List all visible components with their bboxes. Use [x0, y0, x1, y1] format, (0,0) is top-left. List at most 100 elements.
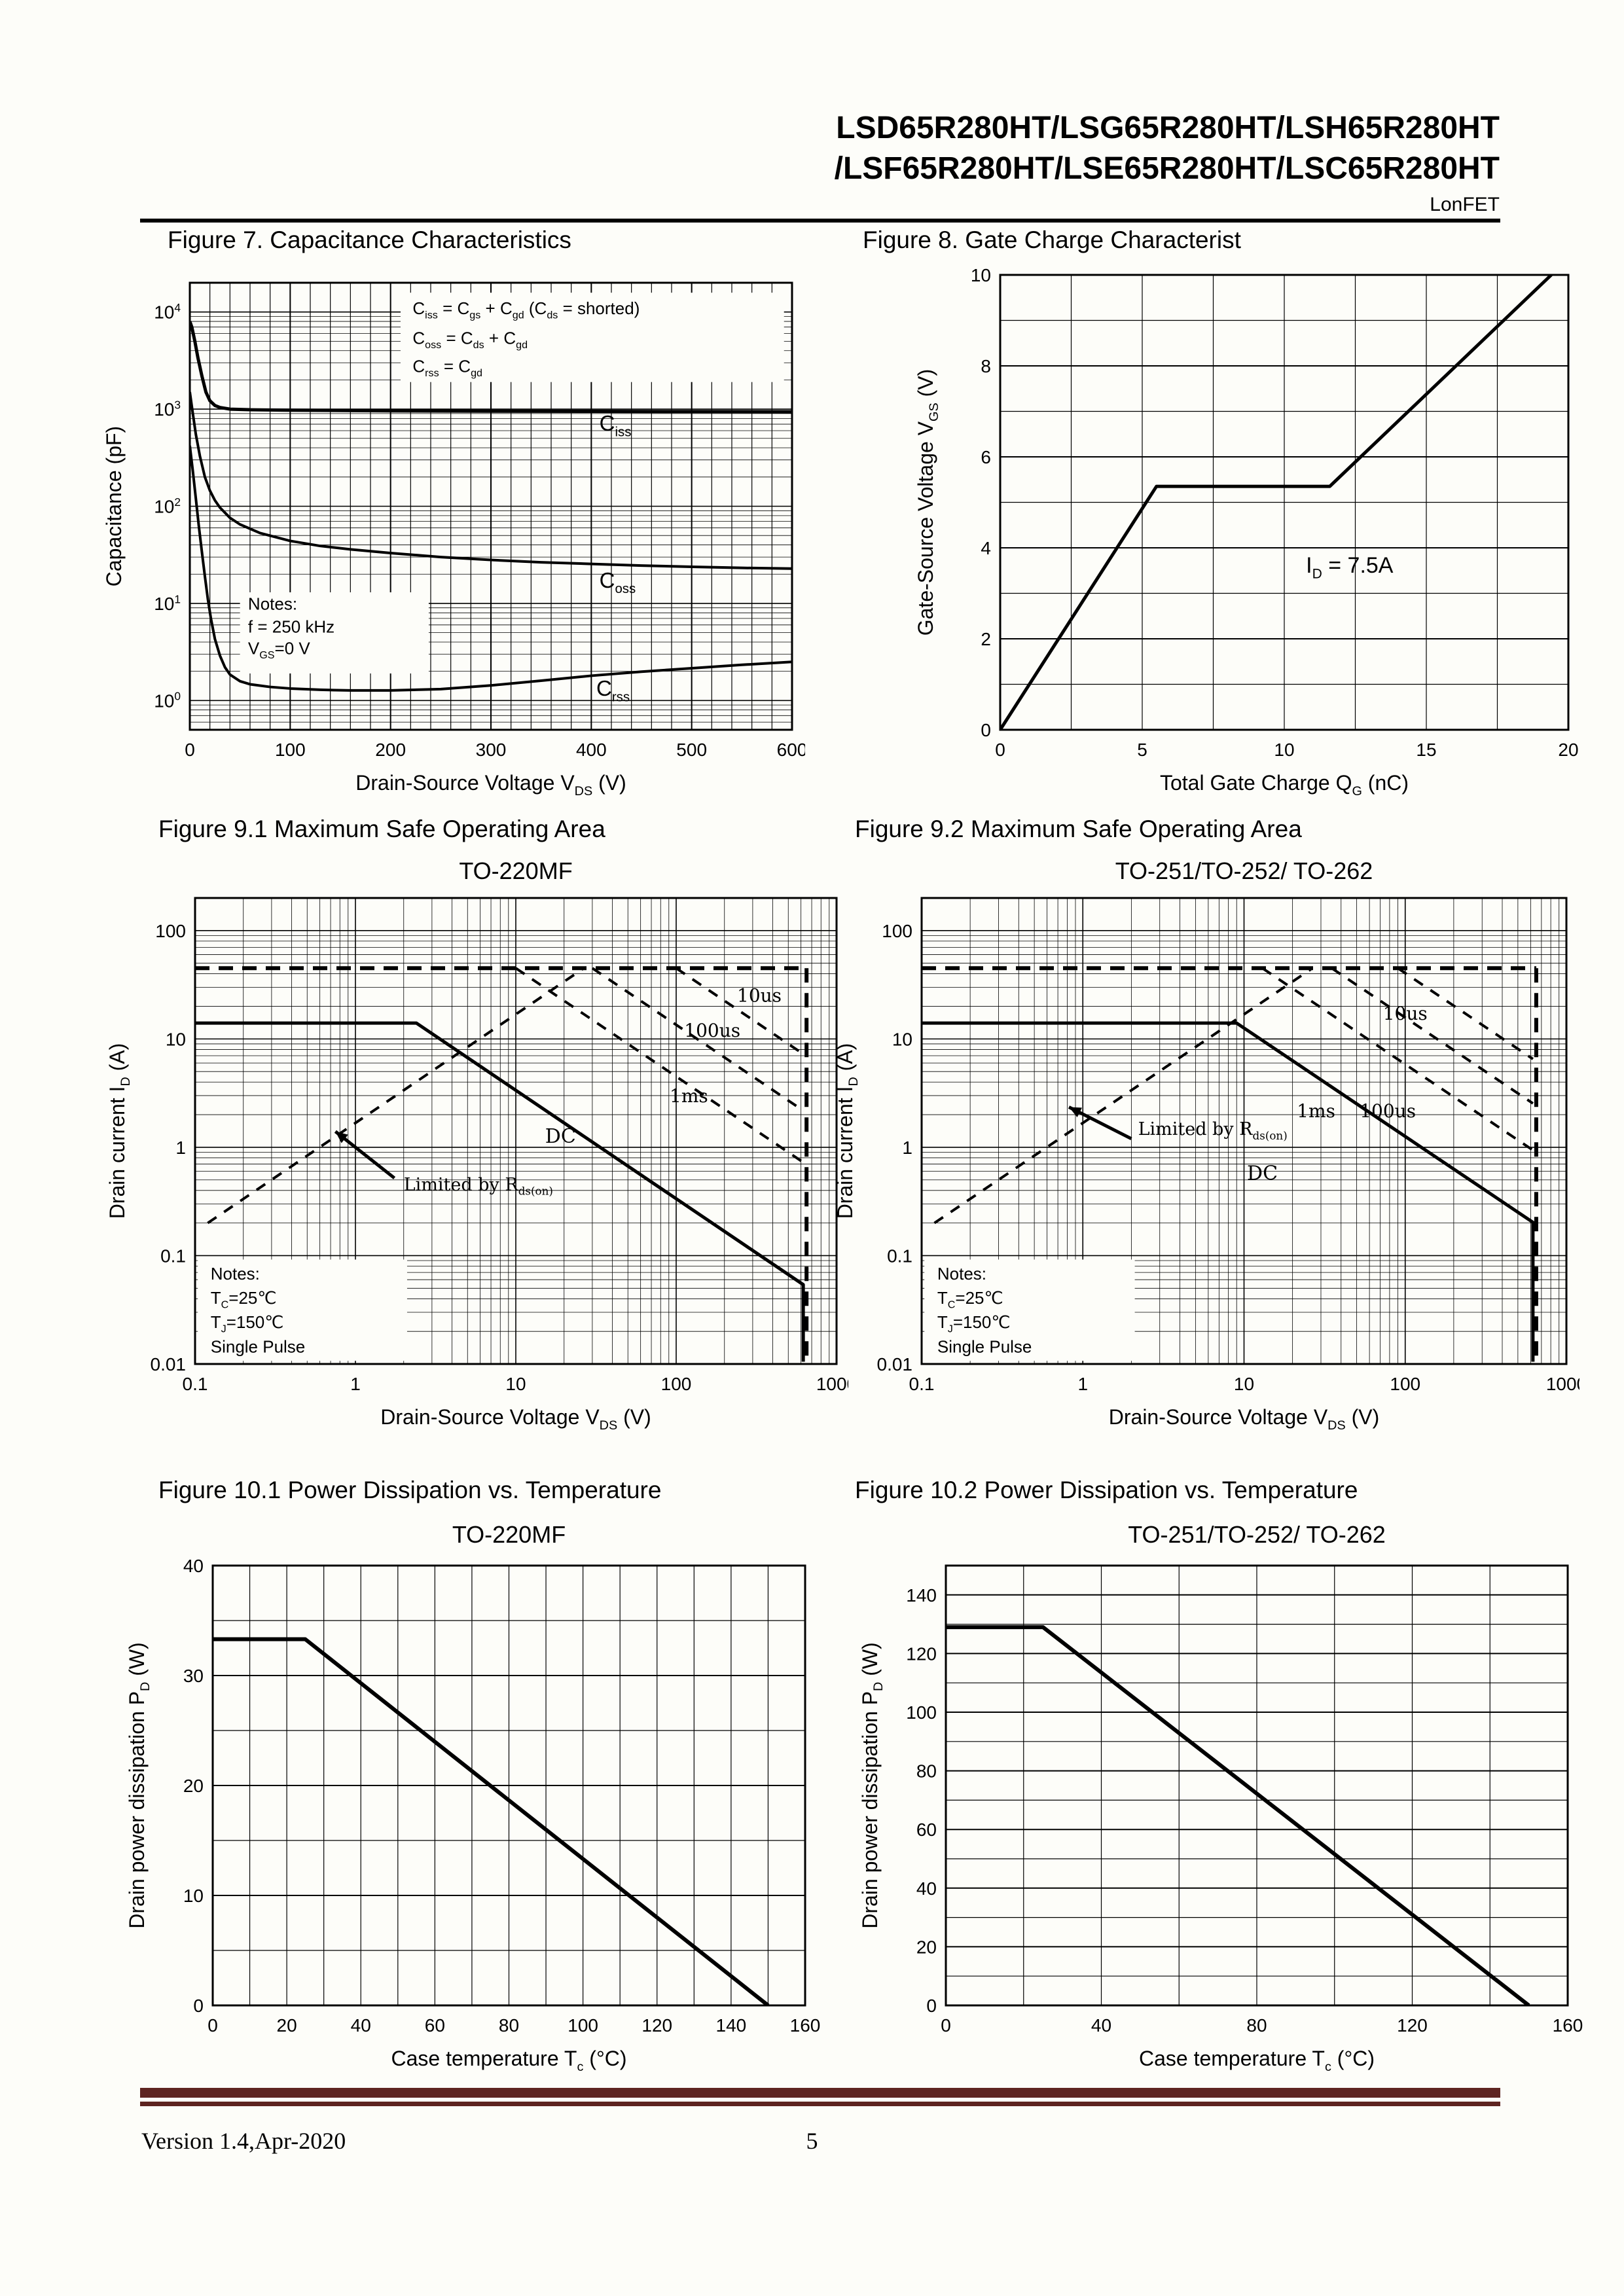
svg-text:10: 10 [971, 267, 991, 285]
svg-text:80: 80 [916, 1761, 937, 1782]
part-numbers-line2: /LSF65R280HT/LSE65R280HT/LSC65R280HT [834, 151, 1500, 186]
gate-charge-chart: ID = 7.5A 0 5 10 15 20 0 2 4 6 8 10 Total Gate Charg… [914, 267, 1579, 798]
svg-text:VGS=0 V: VGS=0 V [248, 639, 310, 662]
svg-text:1ms: 1ms [1297, 1100, 1335, 1122]
svg-text:Drain power dissipation PD (W): Drain power dissipation PD (W) [125, 1642, 153, 1929]
svg-text:1000: 1000 [816, 1374, 848, 1394]
svg-text:10us: 10us [737, 985, 782, 1007]
footer-bar-thick [140, 2088, 1500, 2098]
power-dissipation-to251-chart: 0 40 80 120 160 0 20 40 60 80 100 120 140 Case temper… [858, 1564, 1583, 2074]
svg-text:120: 120 [1397, 2015, 1428, 2036]
power-dissipation-to220mf-chart: 0 20 40 60 80 100 120 140 160 0 10 20 30 40 Case tempe… [125, 1558, 820, 2074]
svg-text:Limited by Rds(on): Limited by Rds(on) [1138, 1119, 1288, 1142]
svg-text:0.1: 0.1 [887, 1246, 912, 1266]
figure9-1-title: Figure 9.1 Maximum Safe Operating Area [158, 816, 605, 842]
svg-text:10us: 10us [1383, 1003, 1428, 1024]
svg-text:0.01: 0.01 [877, 1354, 913, 1374]
svg-text:600: 600 [777, 740, 805, 760]
svg-text:Limited by Rds(on): Limited by Rds(on) [404, 1175, 553, 1198]
svg-text:10: 10 [1234, 1374, 1254, 1394]
brand-name: LonFET [1430, 194, 1500, 215]
svg-text:10: 10 [166, 1029, 186, 1049]
svg-text:TJ=150℃: TJ=150℃ [937, 1312, 1011, 1335]
svg-text:20: 20 [1558, 740, 1578, 760]
svg-text:10: 10 [1274, 740, 1294, 760]
svg-text:200: 200 [375, 740, 406, 760]
svg-text:400: 400 [576, 740, 607, 760]
svg-text:Drain current ID (A): Drain current ID (A) [105, 1043, 133, 1219]
svg-text:104: 104 [154, 301, 181, 323]
svg-text:0.1: 0.1 [909, 1374, 935, 1394]
svg-text:10: 10 [892, 1029, 912, 1049]
svg-text:100: 100 [275, 740, 306, 760]
svg-text:TJ=150℃: TJ=150℃ [211, 1312, 284, 1335]
svg-text:Drain power dissipation PD (W): Drain power dissipation PD (W) [858, 1642, 886, 1929]
svg-text:0: 0 [981, 720, 991, 740]
svg-text:100: 100 [1390, 1374, 1420, 1394]
footer-bar-thin [140, 2102, 1500, 2106]
svg-text:1: 1 [175, 1138, 186, 1158]
svg-text:Crss = Cgd: Crss = Cgd [412, 357, 482, 380]
svg-text:Single Pulse: Single Pulse [937, 1336, 1032, 1356]
svg-text:100: 100 [155, 921, 186, 941]
svg-text:5: 5 [1137, 740, 1147, 760]
svg-text:500: 500 [676, 740, 707, 760]
svg-text:1000: 1000 [1546, 1374, 1579, 1394]
svg-text:0: 0 [941, 2015, 951, 2036]
svg-text:160: 160 [1553, 2015, 1583, 2036]
figure8-title: Figure 8. Gate Charge Characterist [863, 226, 1241, 253]
figure10-2-subtitle: TO-251/TO-252/ TO-262 [1128, 1521, 1386, 1548]
figure10-2-title: Figure 10.2 Power Dissipation vs. Temper… [855, 1477, 1358, 1503]
svg-text:Coss = Cds + Cgd: Coss = Cds + Cgd [412, 328, 528, 351]
figure9-1-subtitle: TO-220MF [459, 857, 573, 884]
svg-text:40: 40 [183, 1558, 204, 1576]
figure10-1-title: Figure 10.1 Power Dissipation vs. Temper… [158, 1477, 662, 1503]
svg-text:100us: 100us [684, 1020, 740, 1041]
svg-text:40: 40 [1091, 2015, 1111, 2036]
svg-text:Crss: Crss [596, 676, 630, 704]
footer-page-number: 5 [806, 2128, 818, 2154]
svg-text:Drain current ID (A): Drain current ID (A) [833, 1043, 861, 1219]
svg-text:0.1: 0.1 [160, 1246, 186, 1266]
svg-text:1ms: 1ms [670, 1085, 708, 1107]
svg-text:DC: DC [1247, 1162, 1278, 1185]
svg-text:4: 4 [981, 538, 991, 558]
svg-text:10: 10 [183, 1886, 204, 1906]
svg-text:1: 1 [350, 1374, 361, 1394]
svg-text:40: 40 [916, 1878, 937, 1899]
svg-text:140: 140 [716, 2015, 747, 2036]
svg-text:102: 102 [154, 495, 181, 517]
header-rule [140, 219, 1500, 223]
svg-text:0.01: 0.01 [151, 1354, 187, 1374]
svg-text:103: 103 [154, 398, 181, 420]
svg-text:DC: DC [545, 1125, 576, 1148]
svg-text:Coss: Coss [600, 568, 636, 596]
svg-text:10: 10 [505, 1374, 526, 1394]
svg-text:80: 80 [1246, 2015, 1267, 2036]
svg-text:15: 15 [1416, 740, 1436, 760]
figure9-2-subtitle: TO-251/TO-252/ TO-262 [1115, 857, 1373, 884]
svg-text:Gate-Source Voltage VGS (V): Gate-Source Voltage VGS (V) [914, 369, 941, 636]
svg-text:8: 8 [981, 356, 991, 376]
svg-text:TC=25℃: TC=25℃ [211, 1288, 277, 1311]
svg-text:300: 300 [476, 740, 507, 760]
svg-text:Notes:: Notes: [248, 594, 297, 614]
svg-text:TC=25℃: TC=25℃ [937, 1288, 1003, 1311]
svg-text:120: 120 [641, 2015, 672, 2036]
svg-text:Case temperature Tc (°C): Case temperature Tc (°C) [391, 2047, 626, 2074]
svg-text:0: 0 [193, 1996, 204, 2016]
figure7-title: Figure 7. Capacitance Characteristics [168, 226, 571, 253]
svg-text:f = 250 kHz: f = 250 kHz [248, 617, 334, 637]
svg-text:ID = 7.5A: ID = 7.5A [1306, 553, 1394, 582]
svg-text:1: 1 [1077, 1374, 1088, 1394]
svg-text:0: 0 [995, 740, 1005, 760]
svg-text:100: 100 [568, 2015, 598, 2036]
svg-text:120: 120 [906, 1643, 937, 1664]
svg-text:Drain-Source Voltage VDS (V): Drain-Source Voltage VDS (V) [355, 771, 626, 798]
svg-text:Drain-Source Voltage VDS (V): Drain-Source Voltage VDS (V) [1109, 1405, 1380, 1433]
svg-text:60: 60 [916, 1820, 937, 1840]
svg-text:6: 6 [981, 447, 991, 467]
